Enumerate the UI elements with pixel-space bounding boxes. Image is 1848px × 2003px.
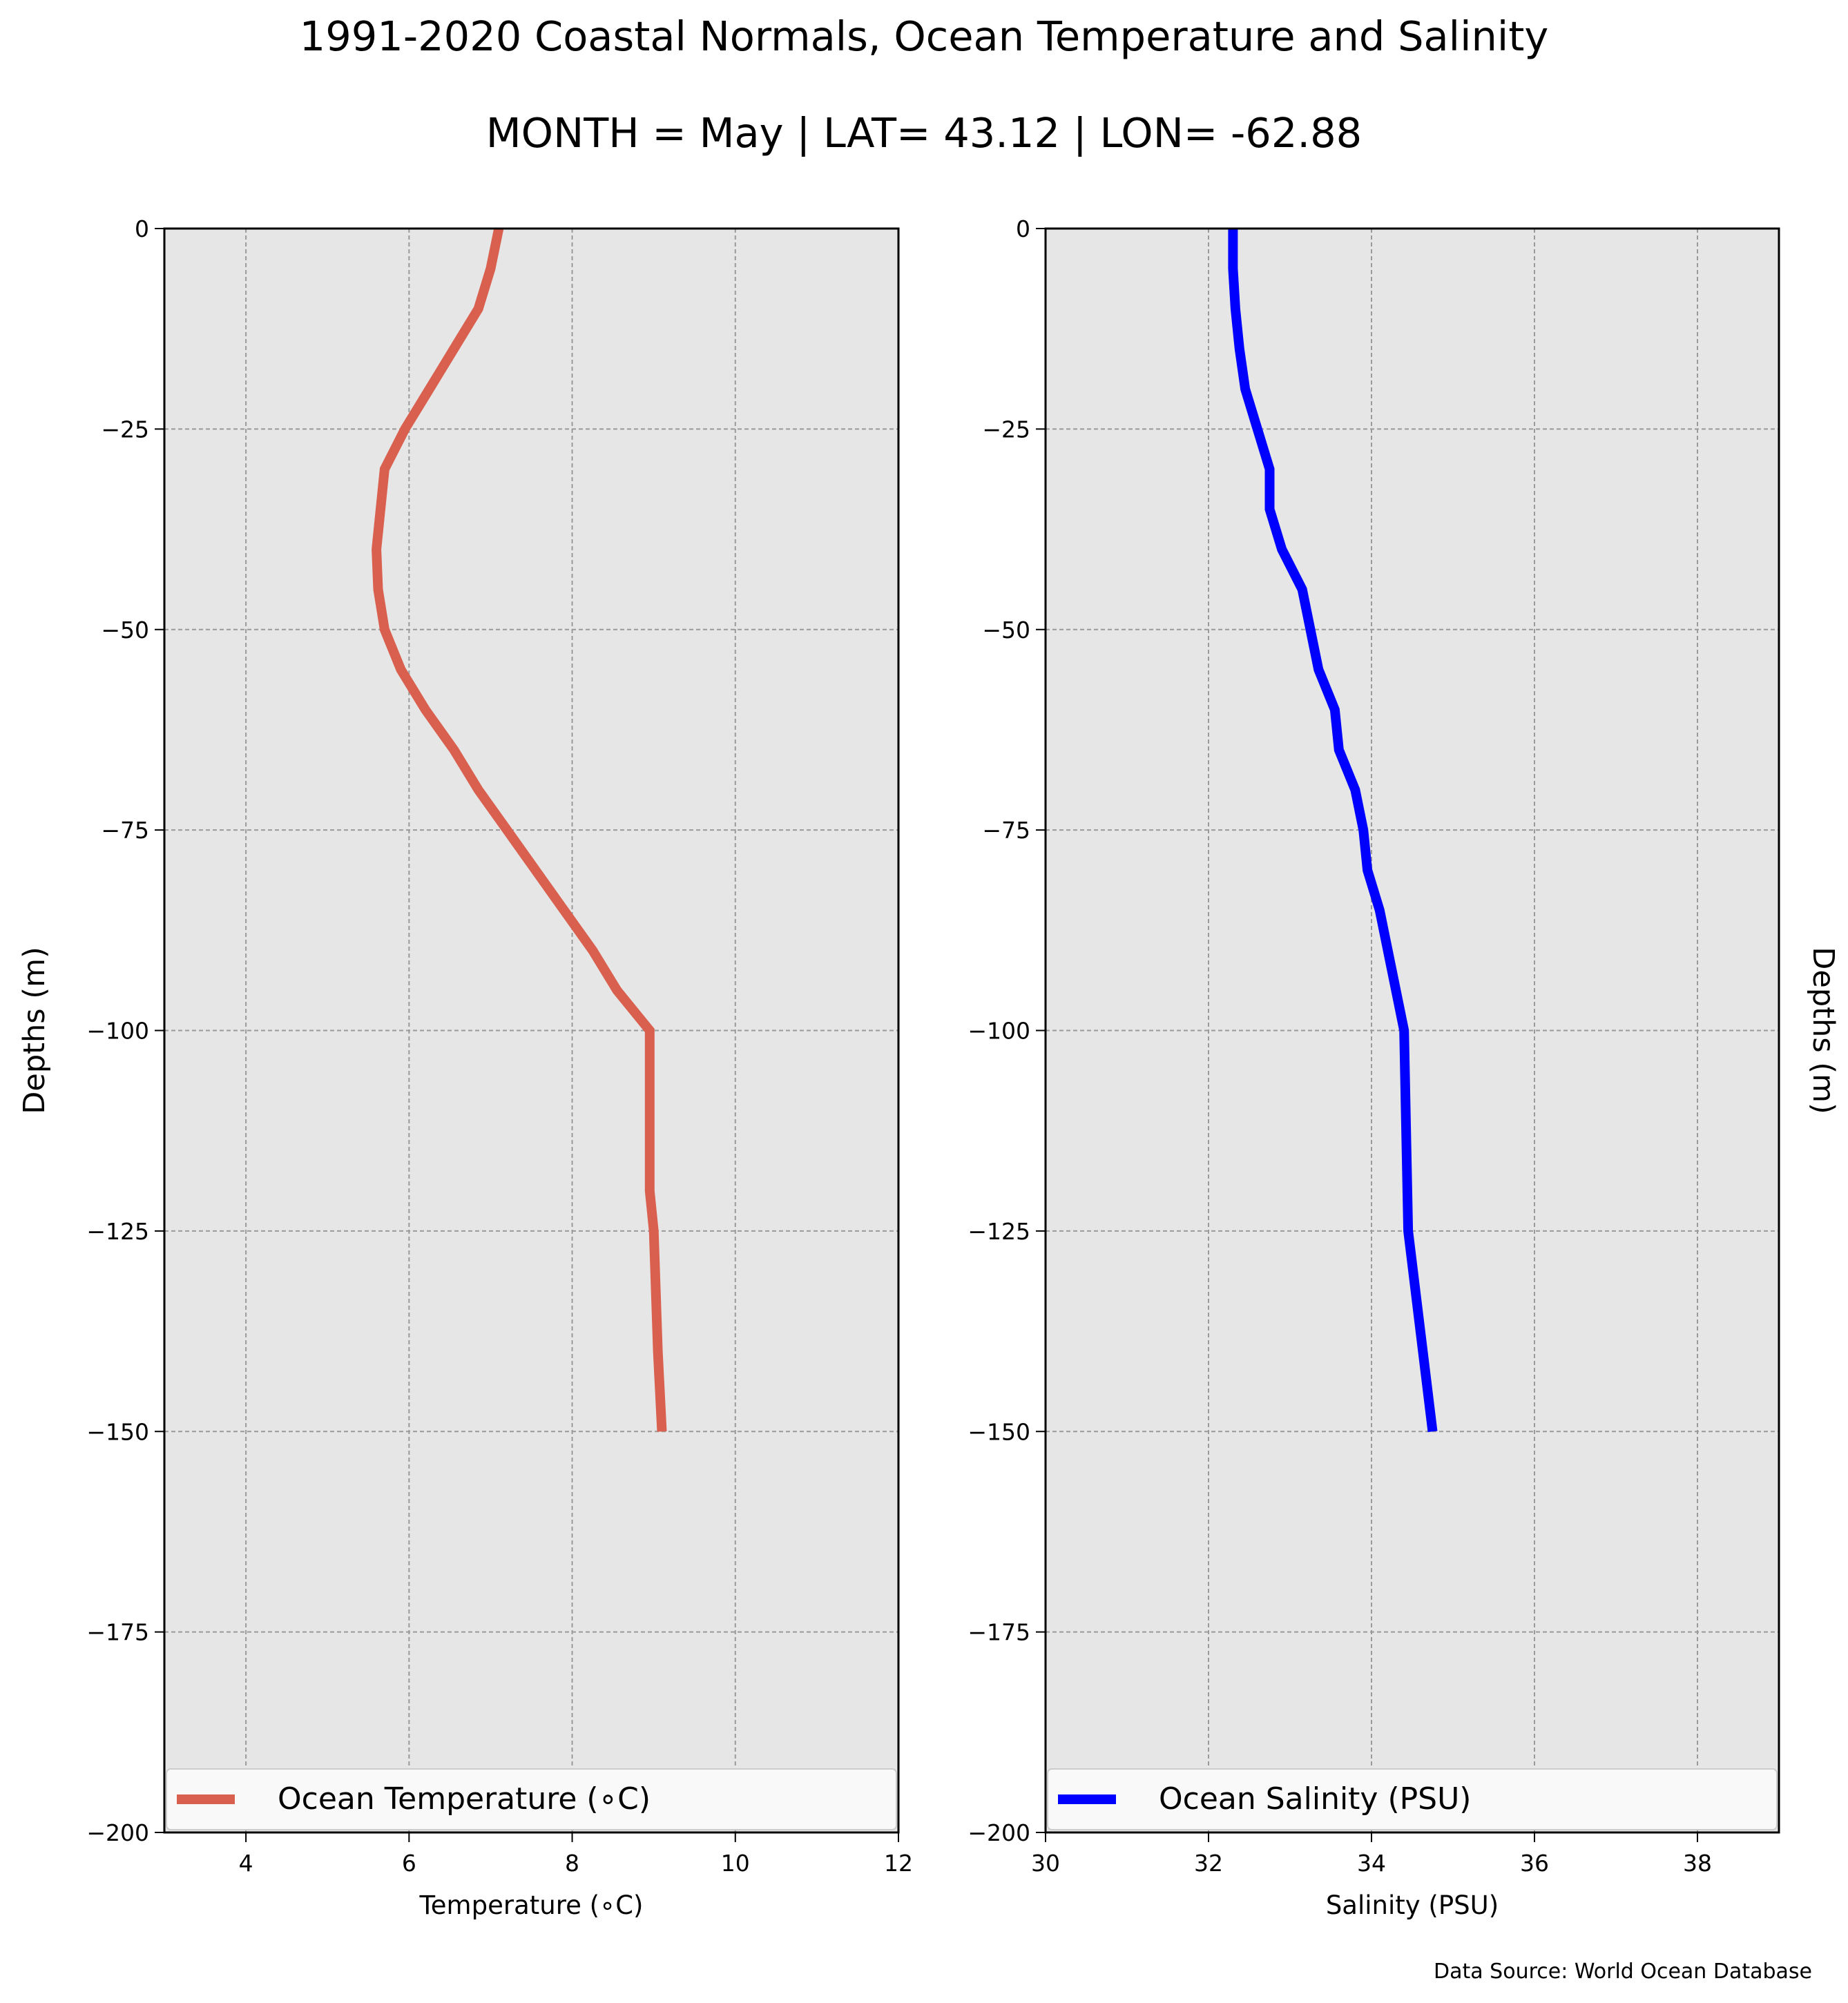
y-tick-label: −175 <box>86 1619 149 1646</box>
x-tick-label: 4 <box>239 1850 253 1877</box>
y-tick-label: −125 <box>86 1218 149 1245</box>
x-axis-label: Temperature (∘C) <box>418 1890 643 1920</box>
legend-box <box>166 1768 897 1830</box>
y-tick-label: 0 <box>1016 215 1030 242</box>
y-tick-label: −125 <box>968 1218 1030 1245</box>
y-tick-label: −75 <box>101 817 149 844</box>
legend-label: Ocean Salinity (PSU) <box>1159 1781 1471 1817</box>
panel-1: 0 −25 −50 −75 −100 −125 −150 −175 −200 4 6 8 10 12 Oce… <box>17 215 913 1920</box>
y-tick-label: −100 <box>86 1018 149 1045</box>
legend: Ocean Temperature (∘C) <box>166 1768 897 1830</box>
data-source-note: Data Source: World Ocean Database <box>1434 1960 1812 1984</box>
y-tick-label: −100 <box>968 1018 1030 1045</box>
y-axis-label-right: Depths (m) <box>1806 947 1840 1114</box>
series-line <box>372 227 667 1432</box>
y-tick-label: −150 <box>968 1418 1030 1445</box>
x-tick-label: 30 <box>1031 1850 1060 1877</box>
axes-frame <box>163 227 900 1834</box>
y-tick-label: −175 <box>968 1619 1030 1646</box>
legend-box <box>1047 1768 1778 1830</box>
legend-label: Ocean Temperature (∘C) <box>278 1781 651 1817</box>
x-tick-label: 34 <box>1357 1850 1386 1877</box>
y-tick-label: −25 <box>982 416 1030 443</box>
y-tick-label: −200 <box>968 1819 1030 1846</box>
x-tick-label: 6 <box>402 1850 416 1877</box>
chart-subtitle: MONTH = May | LAT= 43.12 | LON= -62.88 <box>485 109 1363 157</box>
x-tick-label: 36 <box>1520 1850 1549 1877</box>
y-axis-label: Depths (m) <box>17 947 52 1114</box>
chart-title: 1991-2020 Coastal Normals, Ocean Tempera… <box>299 12 1549 60</box>
y-tick-label: −75 <box>982 817 1030 844</box>
y-tick-label: −50 <box>101 617 149 644</box>
x-tick-label: 38 <box>1683 1850 1712 1877</box>
x-tick-label: 8 <box>565 1850 579 1877</box>
series-line <box>1228 229 1438 1433</box>
y-tick-label: −150 <box>86 1418 149 1445</box>
y-tick-label: −200 <box>86 1819 149 1846</box>
y-tick-label: −25 <box>101 416 149 443</box>
axes-frame <box>1044 227 1780 1834</box>
y-tick-label: −50 <box>982 617 1030 644</box>
x-tick-label: 10 <box>721 1850 750 1877</box>
x-axis-label: Salinity (PSU) <box>1326 1890 1499 1920</box>
x-tick-label: 12 <box>884 1850 913 1877</box>
x-tick-label: 32 <box>1194 1850 1223 1877</box>
legend: Ocean Salinity (PSU) <box>1047 1768 1778 1830</box>
y-tick-label: 0 <box>135 215 149 242</box>
